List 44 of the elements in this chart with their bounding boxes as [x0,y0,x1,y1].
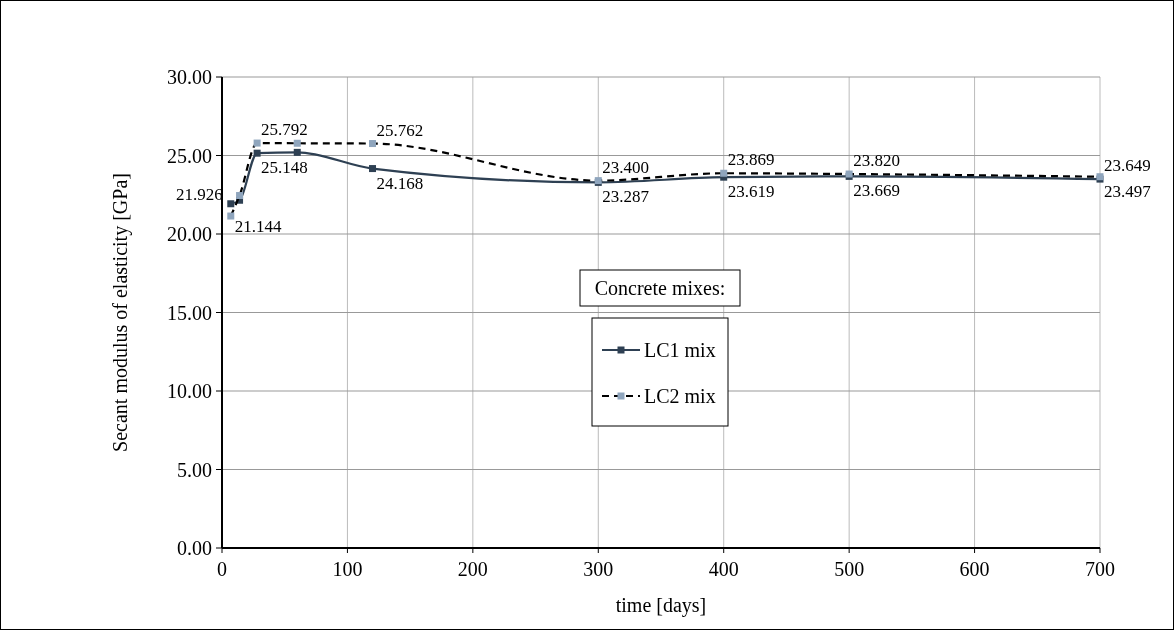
y-tick-label: 30.00 [167,66,212,88]
data-label: 21.144 [234,217,283,237]
data-label: 21.926 [176,184,223,204]
point [293,148,301,156]
data-label: 23.400 [602,157,650,177]
point [720,169,728,177]
legend-label: LC2 mix [644,385,716,407]
data-label: 23.287 [602,187,650,207]
x-tick-label: 200 [457,558,488,580]
point [227,212,235,220]
data-label: 23.619 [727,182,775,202]
point [293,139,301,147]
point [227,200,235,208]
point [369,140,377,148]
y-tick-label: 20.00 [167,223,212,245]
data-label: 23.497 [1104,182,1152,202]
x-tick-label: 0 [217,558,227,580]
x-axis-title: time [days] [615,594,707,617]
x-tick-label: 300 [583,558,614,580]
legend-label: LC1 mix [644,339,716,361]
y-tick-label: 15.00 [167,301,212,324]
legend-title: Concrete mixes: [594,277,726,299]
x-tick-label: 400 [708,558,739,580]
point [253,149,261,157]
x-tick-label: 500 [834,558,865,580]
point [369,165,377,173]
data-label: 25.762 [376,120,424,140]
data-label: 23.869 [727,150,775,170]
y-tick-label: 0.00 [177,537,212,559]
x-tick-label: 700 [1085,558,1115,580]
data-label: 23.669 [853,181,900,201]
y-axis-title: Secant modulus of elasticity [GPa] [109,173,132,452]
y-tick-label: 10.00 [167,380,212,402]
data-label: 23.649 [1104,155,1151,175]
data-label: 23.820 [853,151,900,171]
point [253,139,261,147]
point [236,192,244,200]
data-label: 25.792 [261,120,308,140]
y-tick-label: 5.00 [177,458,212,481]
data-label: 25.148 [261,158,308,178]
x-tick-label: 600 [959,558,990,580]
y-tick-label: 25.00 [167,144,212,167]
data-label: 24.168 [376,173,424,193]
x-tick-label: 100 [332,558,363,580]
